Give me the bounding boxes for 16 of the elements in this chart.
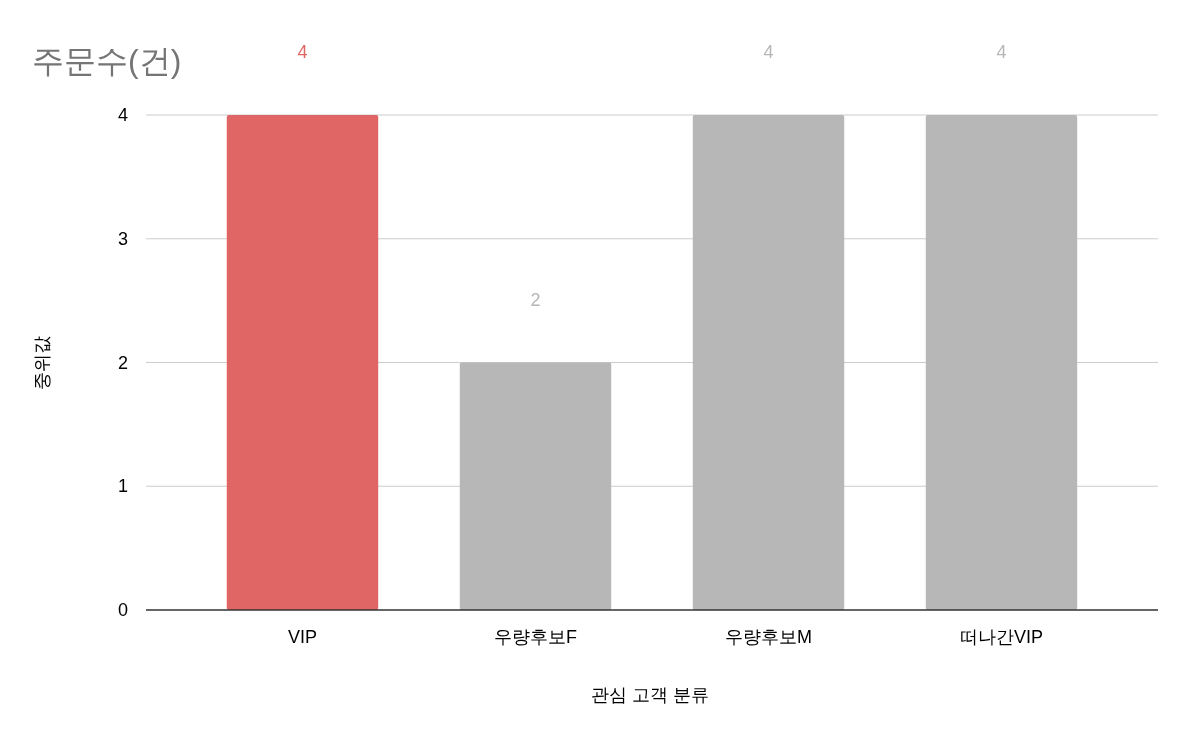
x-tick-label: 우량후보F <box>494 627 577 647</box>
chart-title: 주문수(건) <box>32 43 182 79</box>
y-tick-label: 4 <box>117 105 128 125</box>
y-tick-label: 2 <box>117 352 128 373</box>
y-tick-label: 0 <box>117 600 128 620</box>
x-tick-label: 우량후보M <box>725 627 812 647</box>
data-label: 4 <box>763 42 774 62</box>
y-tick-label: 3 <box>117 228 128 249</box>
data-label: 2 <box>530 289 541 310</box>
x-tick-label: 떠나간VIP <box>959 627 1044 647</box>
y-axis-title: 중위값 <box>32 335 52 390</box>
data-label: 4 <box>297 42 308 62</box>
y-tick-label: 1 <box>117 476 128 497</box>
x-tick-label: VIP <box>287 627 318 647</box>
data-label: 4 <box>996 42 1007 62</box>
x-axis-title: 관심 고객 분류 <box>590 685 710 705</box>
